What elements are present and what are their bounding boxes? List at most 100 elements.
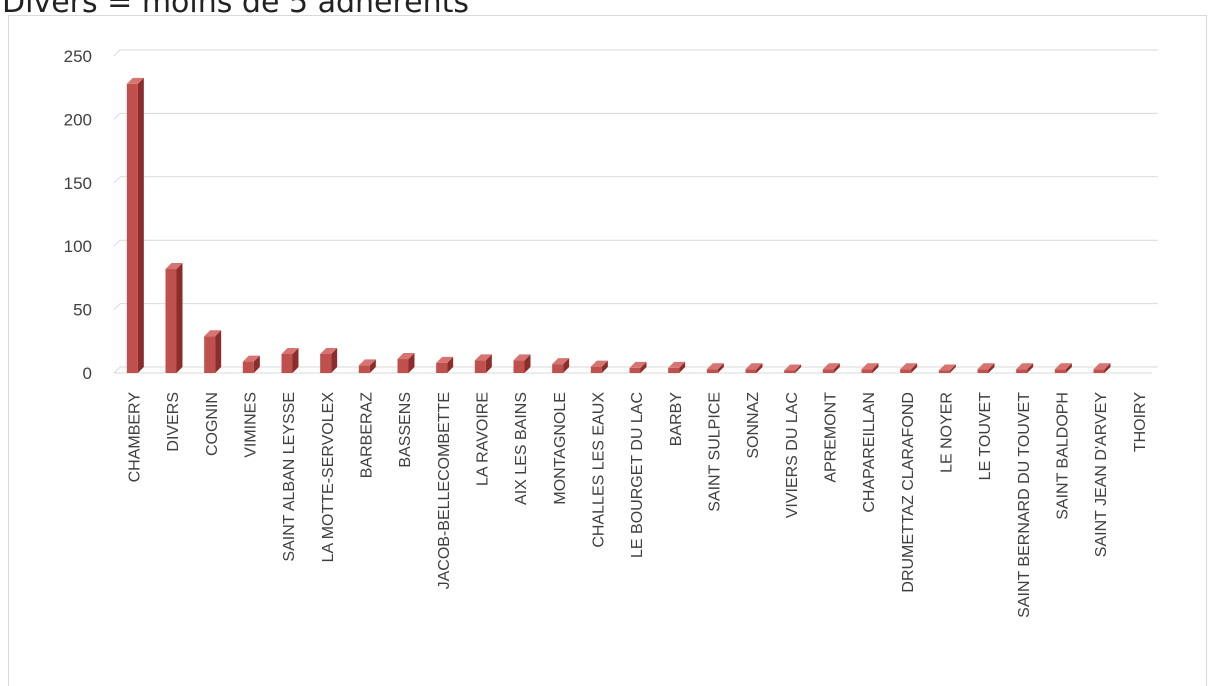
bar-top [706, 363, 724, 370]
bar-front [513, 360, 525, 373]
bar-side [872, 363, 879, 373]
x-tick-label: VIVIERS DU LAC [784, 392, 801, 518]
bar-side [137, 77, 144, 374]
bar-3 [204, 330, 222, 373]
bar-front [900, 369, 912, 373]
x-tick-label: JACOB-BELLECOMBETTE [436, 392, 453, 589]
bar-top [822, 363, 840, 370]
bar-front [397, 359, 409, 373]
x-tick-label: LA MOTTE-SERVOLEX [320, 392, 337, 563]
bar-front [474, 360, 486, 373]
bar-side [833, 363, 840, 373]
bar-top [474, 354, 492, 361]
bar-10 [474, 354, 492, 373]
bar-front [436, 362, 448, 373]
gridline-depth [113, 113, 121, 120]
bar-front [165, 269, 177, 373]
x-tick-label: SAINT ALBAN LEYSSE [281, 392, 298, 562]
x-tick-label: CHALLES LES EAUX [591, 392, 608, 548]
y-tick-label: 250 [64, 47, 92, 66]
y-tick-label: 150 [64, 174, 92, 193]
page-title: Divers = moins de 5 adhérents [2, 0, 470, 20]
gridline-depth [113, 176, 121, 184]
x-tick-label: BASSENS [397, 392, 414, 468]
x-tick-label: CHAPAREILLAN [861, 392, 878, 513]
bar-side [1104, 363, 1111, 373]
bar-17 [745, 363, 763, 373]
bar-top [668, 361, 686, 368]
bar-side [563, 358, 570, 373]
x-tick-label: MONTAGNOLE [552, 392, 569, 505]
bar-23 [977, 363, 995, 373]
bar-top [1016, 363, 1034, 370]
bar-top [281, 347, 299, 354]
gridline-depth [113, 49, 121, 57]
x-tick-label: SAINT BALDOPH [1055, 392, 1072, 520]
bar-side [640, 361, 647, 373]
x-tick-label: AIX LES BAINS [513, 392, 530, 505]
bar-14 [629, 361, 647, 373]
bar-top [165, 263, 183, 270]
bar-front [938, 370, 950, 373]
x-tick-label: CHAMBERY [127, 392, 144, 483]
y-tick-label: 0 [83, 364, 92, 383]
bar-front [552, 364, 564, 373]
bar-26 [1093, 363, 1111, 373]
x-tick-label: THOIRY [1132, 392, 1149, 452]
bar-front [126, 83, 138, 374]
bar-top [320, 347, 338, 354]
bar-top [900, 363, 918, 370]
bar-20 [861, 363, 879, 373]
gridline-depth [113, 239, 121, 247]
bar-13 [590, 360, 608, 373]
bar-front [358, 365, 370, 373]
x-tick-label: LE TOUVET [977, 392, 994, 481]
bar-side [911, 363, 918, 373]
bar-side [717, 363, 724, 373]
bar-side [253, 355, 260, 373]
bar-side [988, 363, 995, 373]
bar-2 [165, 263, 183, 373]
bar-top [552, 358, 570, 365]
bar-side [795, 364, 802, 373]
bar-front [1016, 369, 1028, 373]
bar-top [977, 363, 995, 370]
bar-24 [1016, 363, 1034, 373]
bar-front [668, 367, 680, 373]
bar-front [977, 369, 989, 373]
bar-9 [436, 356, 454, 373]
bar-top [204, 330, 222, 337]
bar-6 [320, 347, 338, 373]
bar-side [485, 354, 492, 373]
x-tick-label: LA RAVOIRE [475, 392, 492, 486]
x-tick-label: SAINT BERNARD DU TOUVET [1016, 392, 1033, 618]
bar-21 [900, 363, 918, 373]
bar-front [1093, 369, 1105, 373]
bar-side [1027, 363, 1034, 373]
bar-top [1054, 363, 1072, 370]
bar-top [861, 363, 879, 370]
y-tick-label: 50 [73, 301, 92, 320]
x-tick-label: SONNAZ [745, 392, 762, 459]
x-tick-label: DRUMETTAZ CLARAFOND [900, 392, 917, 593]
bar-top [358, 359, 376, 366]
gridline-depth [113, 303, 121, 310]
bar-side [447, 356, 454, 373]
bar-18 [784, 364, 802, 373]
bar-side [292, 347, 299, 373]
bar-top [938, 364, 956, 371]
x-tick-label: COGNIN [204, 392, 221, 456]
bar-front [784, 370, 796, 373]
bar-front [281, 353, 293, 373]
bar-22 [938, 364, 956, 373]
y-tick-label: 200 [64, 110, 92, 129]
bar-8 [397, 353, 415, 373]
bar-front [745, 369, 757, 373]
bar-top [242, 355, 260, 362]
bar-top [436, 356, 454, 363]
bar-top [784, 364, 802, 371]
x-tick-label: LE BOURGET DU LAC [629, 392, 646, 558]
bar-top [745, 363, 763, 370]
bar-25 [1054, 363, 1072, 373]
